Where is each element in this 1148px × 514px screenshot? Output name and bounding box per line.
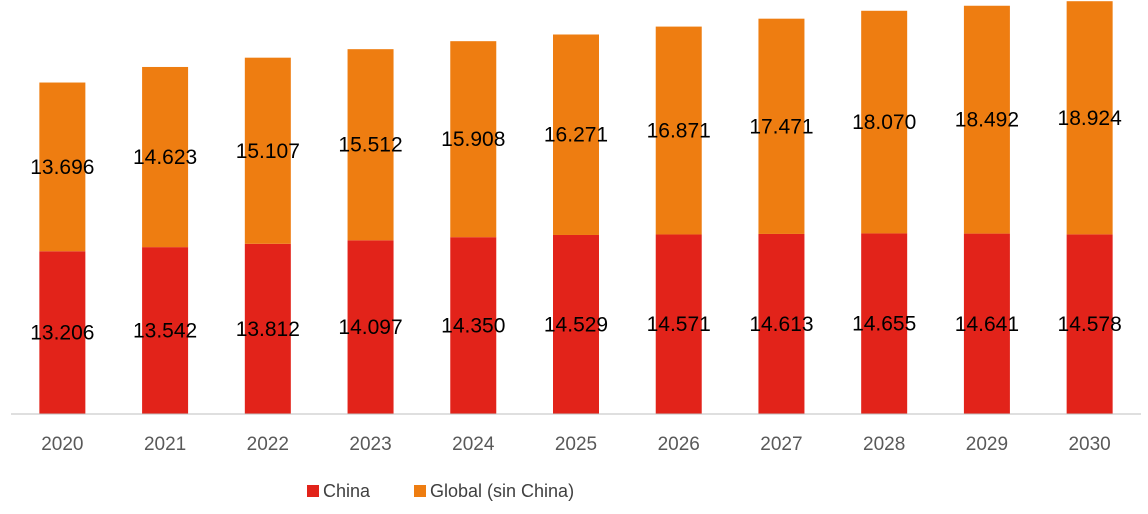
bar-global-2030 <box>1066 1 1113 235</box>
bars-group <box>39 1 1113 414</box>
bar-china-2027 <box>758 233 805 414</box>
bar-china-2025 <box>553 234 599 414</box>
x-tick-label-2027: 2027 <box>760 434 802 455</box>
bar-global-2028 <box>861 10 908 234</box>
bar-global-2029 <box>963 5 1010 234</box>
data-label-global-2026: 16.871 <box>647 120 711 143</box>
x-tick-label-2024: 2024 <box>452 434 495 455</box>
legend-swatch-global <box>414 485 426 497</box>
data-label-global-2021: 14.623 <box>133 146 197 169</box>
data-label-global-2025: 16.271 <box>544 124 608 147</box>
bar-china-2029 <box>963 233 1010 414</box>
x-tick-label-2029: 2029 <box>966 434 1008 455</box>
data-label-china-2023: 14.097 <box>338 316 402 339</box>
data-label-china-2025: 14.529 <box>544 313 608 336</box>
x-tick-label-2030: 2030 <box>1068 434 1110 455</box>
bar-global-2023 <box>347 49 394 241</box>
legend-item-global: Global (sin China) <box>414 481 574 501</box>
legend-swatch-china <box>307 485 319 497</box>
x-tick-label-2021: 2021 <box>144 434 186 455</box>
data-label-china-2030: 14.578 <box>1058 313 1122 336</box>
data-label-global-2022: 15.107 <box>236 140 300 163</box>
bar-global-2022 <box>244 57 291 244</box>
x-tick-labels: 2020 2021 2022 2023 2024 2025 2026 2027 2028 2029… <box>41 434 1111 455</box>
data-label-global-2027: 17.471 <box>749 115 813 138</box>
data-label-china-2021: 13.542 <box>133 320 197 343</box>
legend-item-china: China <box>307 481 371 501</box>
bar-china-2021 <box>142 247 189 414</box>
data-label-china-2020: 13.206 <box>30 322 94 345</box>
data-label-global-2030: 18.924 <box>1058 107 1123 130</box>
bar-global-2021 <box>142 66 189 248</box>
bar-global-2027 <box>758 18 805 234</box>
bar-global-2024 <box>450 41 497 238</box>
data-label-global-2020: 13.696 <box>30 156 94 179</box>
data-label-china-2026: 14.571 <box>647 313 711 336</box>
legend-label-china: China <box>323 481 371 501</box>
data-label-global-2028: 18.070 <box>852 111 916 134</box>
data-label-china-2029: 14.641 <box>955 313 1019 336</box>
legend: China Global (sin China) <box>307 481 574 501</box>
bar-china-2030 <box>1066 234 1113 414</box>
data-label-china-2022: 13.812 <box>236 318 300 341</box>
data-label-china-2027: 14.613 <box>749 313 813 336</box>
data-label-global-2029: 18.492 <box>955 109 1019 132</box>
data-label-global-2023: 15.512 <box>338 134 402 157</box>
data-label-china-2028: 14.655 <box>852 313 916 336</box>
data-label-global-2024: 15.908 <box>441 128 505 151</box>
x-tick-label-2022: 2022 <box>247 434 289 455</box>
bar-global-2026 <box>655 26 702 235</box>
x-tick-label-2025: 2025 <box>555 434 597 455</box>
bar-china-2022 <box>244 243 291 414</box>
data-label-china-2024: 14.350 <box>441 315 505 338</box>
data-labels-group: 13.206 13.696 13.542 14.623 13.812 15.107 14.0… <box>30 107 1122 345</box>
bar-global-2020 <box>39 82 86 252</box>
bar-china-2023 <box>347 240 394 414</box>
legend-label-global: Global (sin China) <box>430 481 574 501</box>
x-tick-label-2026: 2026 <box>658 434 700 455</box>
bar-china-2024 <box>450 237 497 414</box>
x-tick-label-2028: 2028 <box>863 434 905 455</box>
bar-china-2026 <box>655 234 702 414</box>
x-tick-label-2023: 2023 <box>349 434 391 455</box>
bar-china-2020 <box>39 251 86 414</box>
bar-global-2025 <box>553 34 599 235</box>
x-tick-label-2020: 2020 <box>41 434 83 455</box>
bar-china-2028 <box>861 233 908 414</box>
